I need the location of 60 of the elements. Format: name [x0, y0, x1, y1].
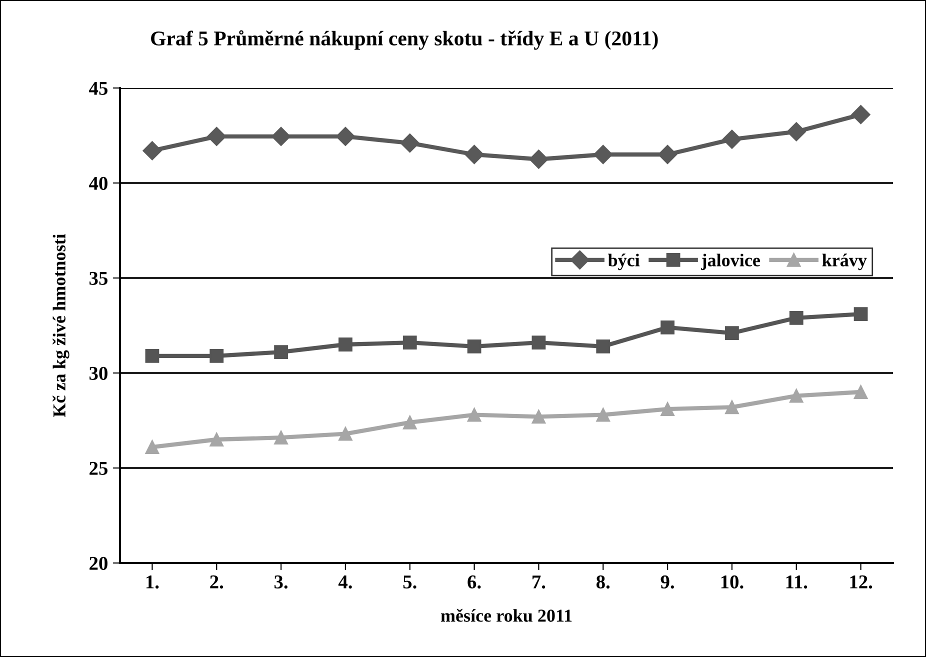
point	[789, 388, 804, 403]
x-tick-label: 10.	[721, 575, 744, 589]
point	[532, 410, 546, 424]
point	[658, 144, 678, 164]
legend-label: jalovice	[701, 254, 760, 270]
point	[272, 126, 291, 146]
y-tick-label: 20	[90, 556, 108, 570]
point	[145, 440, 160, 454]
point	[851, 105, 870, 124]
point	[274, 345, 288, 360]
point	[400, 134, 420, 153]
point	[854, 385, 868, 399]
point	[336, 126, 355, 146]
point	[594, 144, 613, 164]
x-tick-label: 4.	[338, 576, 352, 589]
point	[402, 336, 417, 350]
point	[722, 130, 742, 149]
x-axis-title: měsíce roku 2011	[440, 608, 572, 622]
x-tick-label: 7.	[532, 576, 546, 589]
point	[338, 338, 352, 352]
point	[789, 310, 804, 325]
point	[529, 150, 548, 169]
point	[145, 348, 160, 363]
x-tick-label: 3.	[274, 575, 288, 589]
point	[274, 430, 288, 445]
point	[464, 144, 484, 164]
point	[596, 339, 610, 354]
point	[660, 320, 674, 334]
point	[786, 122, 806, 142]
point	[402, 415, 417, 430]
y-tick-label: 35	[89, 272, 108, 285]
point	[660, 402, 674, 416]
point	[532, 336, 546, 350]
point	[338, 426, 352, 441]
x-tick-label: 5.	[403, 576, 416, 589]
point	[854, 307, 868, 322]
point	[467, 408, 482, 422]
y-tick-label: 40	[89, 176, 108, 190]
y-tick-label: 30	[89, 366, 108, 380]
point	[467, 339, 482, 354]
y-tick-label: 25	[90, 462, 108, 475]
point	[210, 432, 224, 446]
legend-label: krávy	[822, 254, 867, 270]
point	[725, 326, 739, 340]
x-tick-label: 6.	[468, 575, 481, 589]
point	[210, 348, 224, 363]
point	[142, 141, 162, 160]
x-tick-label: 8.	[596, 575, 610, 589]
x-tick-label: 12.	[850, 575, 872, 589]
x-tick-label: 2.	[210, 575, 224, 589]
y-tick-label: 45	[89, 82, 108, 95]
x-tick-label: 11.	[786, 575, 808, 589]
point	[207, 126, 226, 146]
point	[725, 400, 739, 414]
x-tick-label: 9.	[660, 575, 674, 589]
x-tick-label: 1.	[146, 575, 159, 589]
point	[596, 408, 610, 422]
chart-title: Graf 5 Průměrné nákupní ceny skotu - třídy E a U (2011)	[151, 30, 658, 50]
y-axis-title: Kč za kg živé hmotnosti	[52, 234, 70, 417]
legend-label: býci	[608, 254, 640, 270]
